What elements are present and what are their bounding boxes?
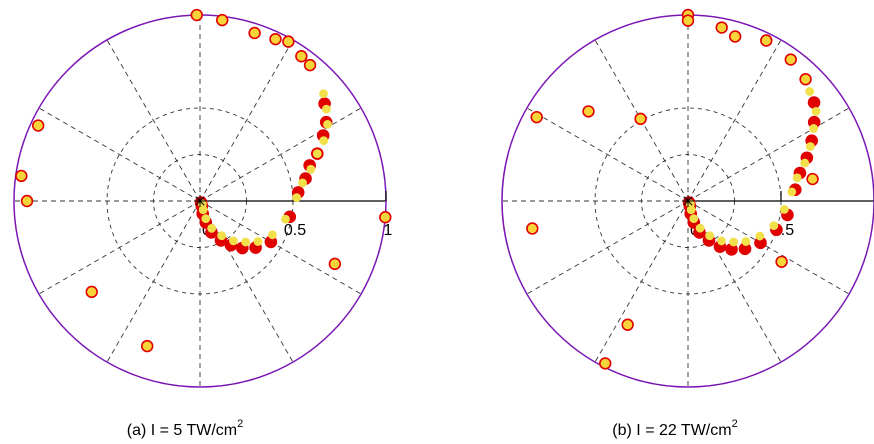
data-point-outlined xyxy=(526,222,539,235)
data-point-yellow xyxy=(787,187,797,197)
data-point-yellow xyxy=(298,178,307,188)
data-point-outlined xyxy=(634,112,647,126)
data-point-outlined xyxy=(31,119,45,132)
tick-label: 0.5 xyxy=(284,222,306,239)
data-point-outlined xyxy=(295,50,308,63)
data-point-yellow xyxy=(779,205,789,214)
data-point-yellow xyxy=(319,89,328,99)
data-point-outlined xyxy=(379,211,392,224)
data-point-outlined xyxy=(140,339,154,353)
data-point-outlined xyxy=(190,8,203,22)
data-point-red xyxy=(738,242,752,256)
data-point-outlined xyxy=(328,257,342,271)
data-point-yellow xyxy=(755,231,765,241)
data-point-outlined xyxy=(248,26,261,40)
grid-spoke xyxy=(106,39,201,202)
data-point-outlined xyxy=(582,105,595,118)
polar-plot-a: 00.51(a) I = 5 TW/cm2 xyxy=(13,8,393,439)
data-point-yellow xyxy=(800,158,810,168)
grid-spoke xyxy=(199,39,294,202)
data-point-yellow xyxy=(268,230,277,240)
polar-plot-b: 00.5(b) I = 22 TW/cm2 xyxy=(501,8,874,439)
data-point-outlined xyxy=(216,13,229,27)
data-point-outlined xyxy=(784,53,797,66)
data-point-outlined xyxy=(799,73,812,86)
data-point-yellow xyxy=(805,87,815,96)
data-point-yellow xyxy=(686,205,696,215)
data-point-yellow xyxy=(695,223,705,233)
grid-spoke xyxy=(687,107,850,202)
data-point-outlined xyxy=(775,255,788,268)
data-point-yellow xyxy=(229,236,238,246)
data-point-yellow xyxy=(323,119,332,129)
data-point-yellow xyxy=(201,214,211,224)
data-point-yellow xyxy=(805,142,815,151)
data-point-yellow xyxy=(306,164,316,174)
data-point-yellow xyxy=(792,173,802,183)
data-point-outlined xyxy=(681,14,695,27)
data-point-outlined xyxy=(15,169,28,183)
caption-superscript: 2 xyxy=(732,418,738,430)
grid-spoke xyxy=(526,107,689,202)
caption: (b) I = 22 TW/cm2 xyxy=(612,418,737,439)
data-point-yellow xyxy=(689,214,699,224)
data-point-outlined xyxy=(806,172,819,186)
data-point-red xyxy=(754,236,767,250)
data-point-yellow xyxy=(769,221,779,231)
grid-spoke xyxy=(38,107,201,202)
data-point-yellow xyxy=(292,193,302,203)
data-point-outlined xyxy=(760,34,773,47)
caption-superscript: 2 xyxy=(237,418,243,430)
data-point-yellow xyxy=(198,205,208,215)
data-point-yellow xyxy=(717,236,726,246)
data-point-yellow xyxy=(705,231,715,241)
data-point-outlined xyxy=(282,35,295,48)
data-point-yellow xyxy=(241,237,251,247)
data-point-yellow xyxy=(217,231,227,241)
data-point-outlined xyxy=(303,58,317,72)
data-point-yellow xyxy=(811,106,821,116)
data-point-red xyxy=(807,96,821,109)
data-point-yellow xyxy=(253,237,263,246)
data-point-yellow xyxy=(319,136,329,146)
caption-text: (a) I = 5 TW/cm xyxy=(127,422,237,439)
caption-text: (b) I = 22 TW/cm xyxy=(612,422,731,439)
data-point-outlined xyxy=(530,110,543,124)
grid-spoke xyxy=(199,107,362,202)
data-point-outlined xyxy=(269,32,282,46)
data-point-outlined xyxy=(599,357,612,370)
data-point-yellow xyxy=(207,223,217,233)
data-point-yellow xyxy=(322,104,331,114)
data-point-yellow xyxy=(729,237,739,247)
data-point-outlined xyxy=(85,285,98,299)
data-point-outlined xyxy=(621,318,634,331)
data-point-yellow xyxy=(809,124,819,133)
data-point-yellow xyxy=(281,214,290,224)
origin-marker xyxy=(194,195,206,207)
data-point-yellow xyxy=(741,237,751,246)
data-point-outlined xyxy=(715,21,728,34)
data-point-outlined xyxy=(728,30,742,43)
grid-spoke xyxy=(687,39,782,202)
data-point-outlined xyxy=(20,194,34,208)
tick-label: 1 xyxy=(384,222,393,239)
origin-marker xyxy=(682,195,694,207)
data-point-yellow xyxy=(312,149,322,159)
caption: (a) I = 5 TW/cm2 xyxy=(127,418,244,439)
